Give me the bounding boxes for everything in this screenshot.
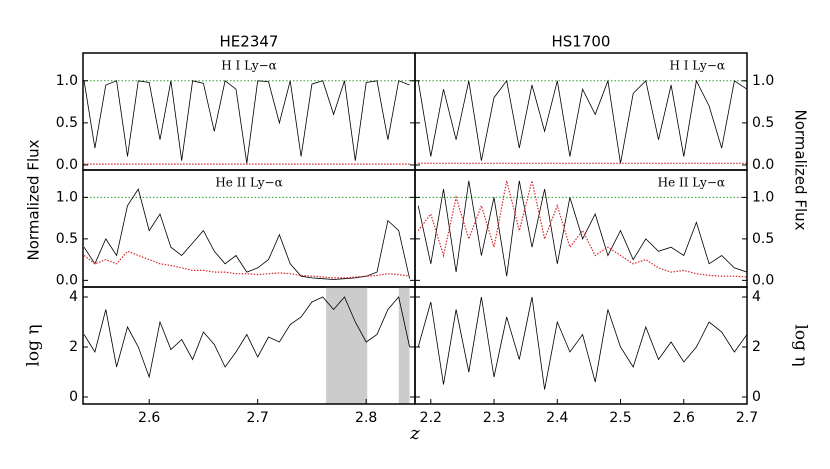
y-tick-label: 0.0: [752, 157, 774, 173]
panel: [415, 180, 747, 278]
y-tick-label: 2: [752, 339, 761, 355]
panel-annotation: H I Ly−α: [669, 59, 725, 73]
y-tick-label: 0.5: [752, 115, 774, 131]
panel-title: HS1700: [552, 33, 611, 51]
spectrum-line: [417, 296, 747, 390]
y-tick-label: 1.0: [56, 73, 78, 89]
panel: [417, 296, 747, 390]
panel: [83, 287, 410, 404]
shaded-region: [398, 287, 410, 404]
x-tick-label: 2.4: [546, 410, 568, 426]
panel: [83, 188, 415, 280]
panel: [83, 80, 415, 165]
y-tick-label: 0.5: [752, 231, 774, 247]
x-tick-label: 2.2: [420, 410, 442, 426]
panel: [415, 79, 747, 164]
x-tick-label: 2.3: [483, 410, 505, 426]
spectrum-line: [83, 250, 410, 279]
x-tick-label: 2.6: [673, 410, 695, 426]
y-tick-label: 0: [69, 389, 78, 405]
y-axis-label: log η: [24, 324, 44, 366]
y-tick-label: 0.0: [752, 272, 774, 288]
panel-annotation: He II Ly−α: [215, 176, 282, 190]
spectrum-line: [417, 180, 747, 278]
y-tick-label: 0: [752, 389, 761, 405]
panel-frame: [414, 286, 748, 405]
panel-annotation: H I Ly−α: [221, 59, 277, 73]
x-tick-label: 2.5: [609, 410, 631, 426]
y-axis-label: Normalized Flux: [25, 139, 43, 260]
y-tick-label: 0.0: [56, 157, 78, 173]
y-tick-label: 0.0: [56, 272, 78, 288]
y-tick-label: 0.5: [56, 115, 78, 131]
x-tick-label: 2.7: [247, 410, 269, 426]
spectrum-line: [417, 180, 747, 277]
y-tick-label: 1.0: [56, 189, 78, 205]
panel-title: HE2347: [220, 33, 279, 51]
x-tick-label: 2.7: [736, 410, 758, 426]
x-tick-label: 2.8: [355, 410, 377, 426]
spectrum-line: [83, 296, 410, 379]
spectrum-line: [417, 79, 747, 164]
x-tick-label: 2.6: [138, 410, 160, 426]
spectrum-line: [83, 188, 410, 280]
panel-annotation: He II Ly−α: [658, 176, 725, 190]
spectrum-line: [83, 80, 410, 164]
shaded-region: [326, 287, 368, 404]
y-tick-label: 2: [69, 339, 78, 355]
y-tick-label: 4: [752, 289, 761, 305]
y-tick-label: 1.0: [752, 73, 774, 89]
y-axis-label: log η: [791, 324, 811, 366]
y-axis-label: Normalized Flux: [792, 109, 810, 230]
x-axis-label: z: [409, 423, 420, 444]
y-tick-label: 1.0: [752, 189, 774, 205]
y-tick-label: 4: [69, 289, 78, 305]
y-tick-label: 0.5: [56, 231, 78, 247]
